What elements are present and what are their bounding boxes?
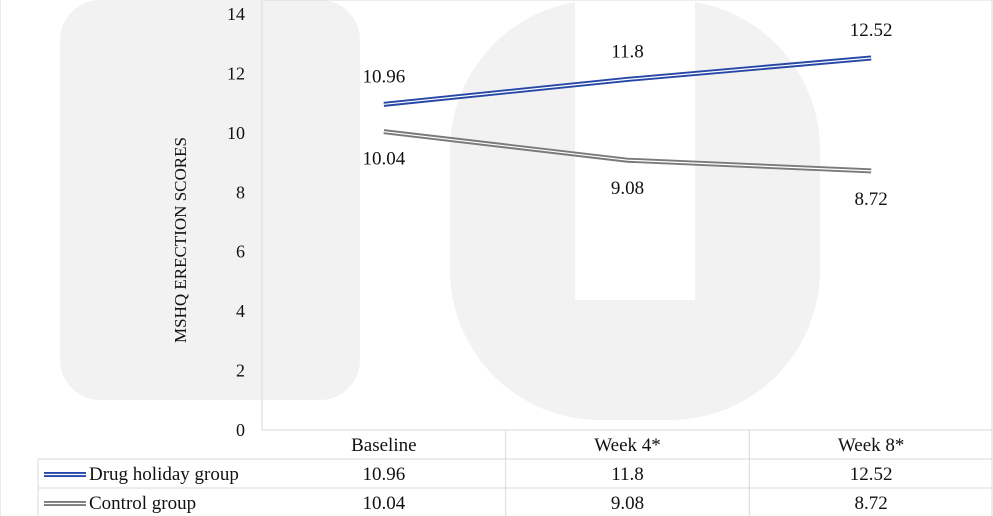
data-label: 8.72 <box>855 189 888 210</box>
table-cell-value: 12.52 <box>850 464 893 485</box>
table-cell-value: 8.72 <box>855 493 888 514</box>
table-cell-value: 10.96 <box>362 464 405 485</box>
y-tick-label: 12 <box>227 63 245 83</box>
data-label: 10.96 <box>362 66 405 87</box>
y-tick-label: 14 <box>227 4 245 24</box>
y-tick-label: 4 <box>236 301 245 321</box>
legend-series-name: Control group <box>89 493 196 514</box>
legend-series-name: Drug holiday group <box>89 464 239 485</box>
x-category-label: Week 8* <box>838 435 905 456</box>
x-category-label: Baseline <box>351 435 416 456</box>
y-tick-label: 8 <box>236 182 245 202</box>
y-tick-label: 0 <box>236 420 245 440</box>
data-label: 9.08 <box>611 178 644 199</box>
data-label: 12.52 <box>850 20 893 41</box>
y-tick-labels: 0 2 4 6 8 10 12 14 <box>227 4 245 440</box>
data-label: 10.04 <box>362 149 405 170</box>
data-labels: 10.96 11.8 12.52 10.04 9.08 8.72 <box>362 20 892 210</box>
x-category-label: Week 4* <box>594 435 661 456</box>
series-line-inner-0 <box>383 57 872 105</box>
y-tick-label: 6 <box>236 242 245 262</box>
y-tick-label: 10 <box>227 123 245 143</box>
series-line-inner-1 <box>383 131 872 172</box>
data-table: Baseline Week 4* Week 8* Drug holiday group… <box>37 429 993 516</box>
watermark-logo <box>60 0 820 420</box>
data-label: 11.8 <box>611 41 644 62</box>
y-tick-label: 2 <box>236 361 245 381</box>
series-lines <box>383 55 872 174</box>
table-cell-value: 9.08 <box>611 493 644 514</box>
y-axis-label-group: MSHQ ERECTION SCORES <box>171 137 190 343</box>
table-cell-value: 10.04 <box>362 493 405 514</box>
y-axis-label: MSHQ ERECTION SCORES <box>171 137 190 343</box>
table-cell-value: 11.8 <box>611 464 644 485</box>
